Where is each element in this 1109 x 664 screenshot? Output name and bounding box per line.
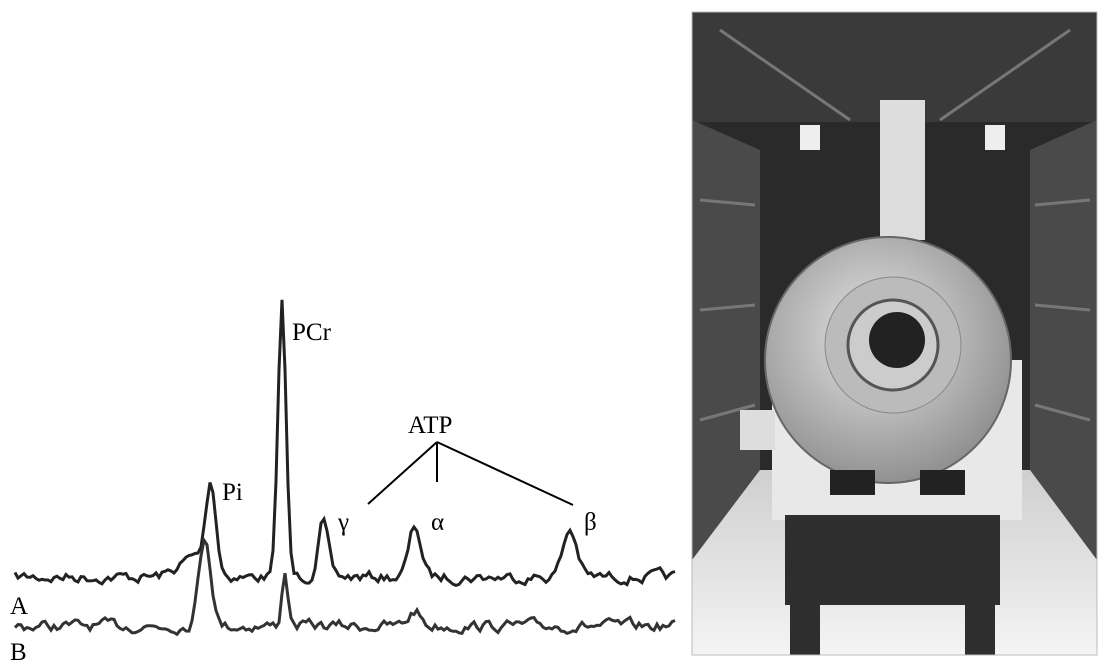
peak-label: Pi — [222, 479, 243, 506]
atp-line-beta — [436, 441, 574, 506]
atp-line-gamma — [367, 441, 438, 505]
peak-label: β — [584, 509, 597, 536]
spectra: PCr Pi ATP γ α β A B — [10, 299, 676, 664]
peak-label: PCr — [292, 319, 332, 346]
trace-a — [13, 299, 676, 587]
trace-b — [13, 536, 676, 637]
trace-label: A — [10, 593, 28, 620]
peak-label: γ — [337, 509, 349, 536]
peak-label: α — [431, 509, 444, 536]
scanner-photo — [691, 11, 1098, 656]
trace-label: B — [10, 639, 27, 664]
peak-label: ATP — [408, 412, 452, 439]
